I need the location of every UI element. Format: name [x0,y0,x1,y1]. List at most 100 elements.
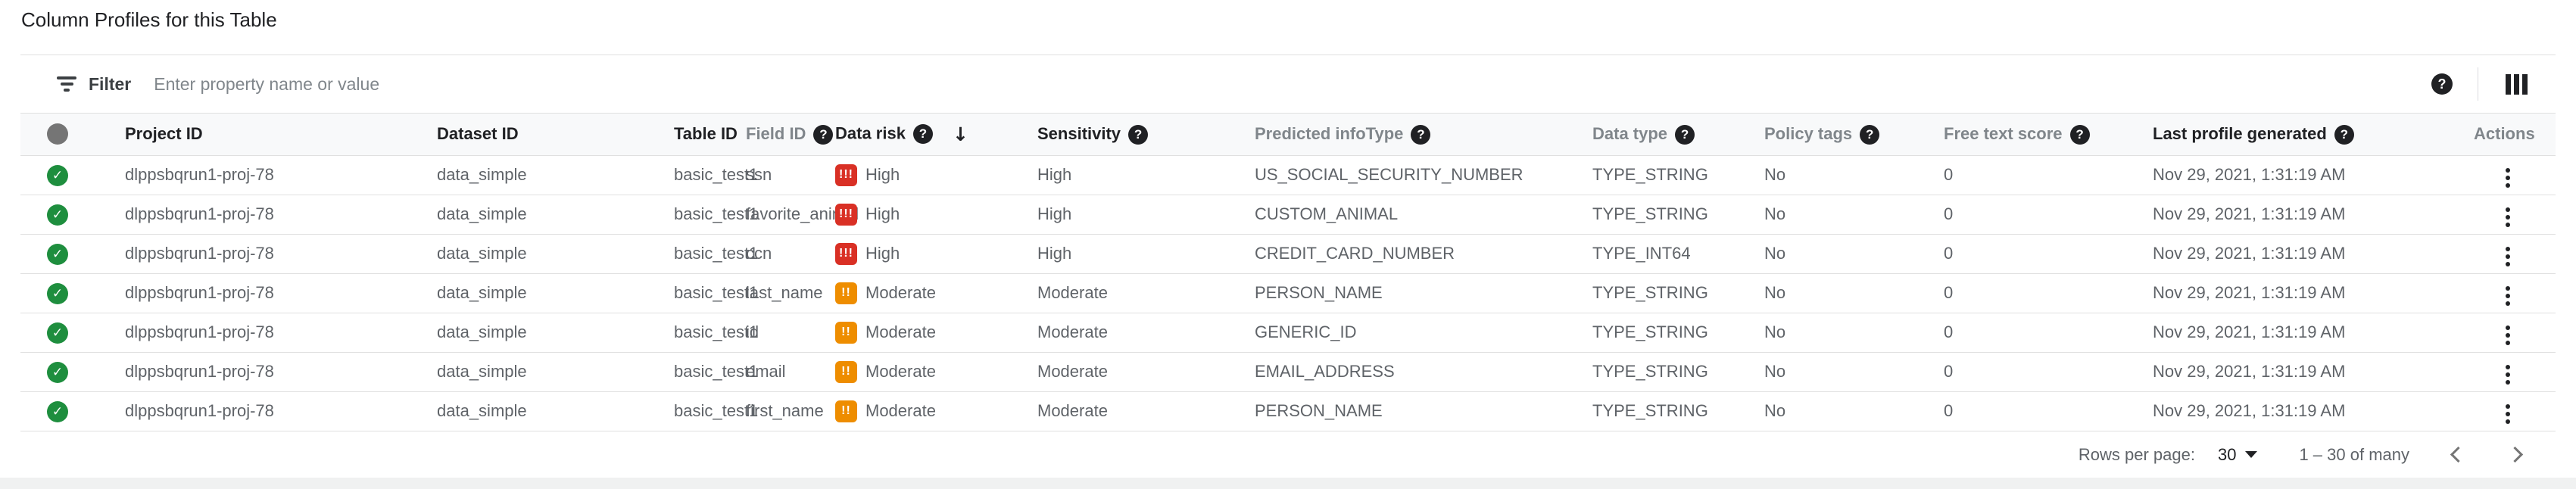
cell-policy-tags: No [1764,195,1944,235]
cell-table-id: basic_test1 [674,234,758,274]
col-header-free-text-score[interactable]: Free text score [1944,114,2153,156]
cell-last-profile-generated: Nov 29, 2021, 1:31:19 AM [2153,155,2474,195]
project-id-value: dlppsbqrun1-proj-78 [125,401,274,420]
help-icon[interactable] [1128,124,1149,145]
cell-dataset-id: data_simple [437,352,674,392]
table-row: dlppsbqrun1-proj-78 data_simple basic_te… [20,234,2556,274]
cell-dataset-id: data_simple [437,313,674,353]
help-icon[interactable] [1675,124,1695,145]
dataset-id-value: data_simple [437,244,527,263]
filter-input[interactable] [154,73,2431,95]
column-profiles-table: Project ID Dataset ID Table ID Field ID … [20,114,2556,431]
cell-free-text-score: 0 [1944,313,2153,353]
previous-page-button[interactable] [2450,446,2467,463]
col-header-project-id[interactable]: Project ID [125,114,437,156]
risk-level-icon: !!! [835,203,857,226]
table-id-value: basic_test1 [674,283,759,302]
row-actions-menu-button[interactable] [2506,215,2510,220]
success-check-icon [47,164,68,186]
field-id-value: email [746,362,786,381]
col-header-policy-tags[interactable]: Policy tags [1764,114,1944,156]
help-icon[interactable] [2334,124,2354,145]
sort-descending-icon[interactable] [953,123,968,145]
row-actions-menu-button[interactable] [2506,254,2510,259]
col-header-sensitivity[interactable]: Sensitivity [1037,114,1255,156]
cell-field-id: favorite_animal [746,195,859,235]
help-icon[interactable] [912,124,933,145]
sensitivity-value: Moderate [1037,322,1108,341]
cell-free-text-score: 0 [1944,234,2153,274]
row-actions-menu-button[interactable] [2506,333,2510,338]
rows-per-page-value: 30 [2217,444,2237,464]
cell-sensitivity: Moderate [1037,391,1255,431]
data-risk-value: Moderate [865,322,936,341]
cell-predicted-infotype: CREDIT_CARD_NUMBER [1255,234,1592,274]
free-text-score-value: 0 [1944,244,1954,263]
col-header-data-type[interactable]: Data type [1592,114,1764,156]
help-icon[interactable] [813,124,834,145]
table-body: dlppsbqrun1-proj-78 data_simple basic_te… [20,155,2556,431]
cell-policy-tags: No [1764,155,1944,195]
help-icon[interactable] [2069,124,2090,145]
cell-status [20,273,125,313]
col-header-dataset-id[interactable]: Dataset ID [437,114,674,156]
col-header-data-risk[interactable]: Data risk [835,114,1037,156]
dataset-id-value: data_simple [437,401,527,420]
cell-actions [2474,313,2556,353]
cell-project-id: dlppsbqrun1-proj-78 [125,391,437,431]
data-risk-value: Moderate [865,283,936,302]
rows-per-page-select[interactable]: 30 [2217,444,2258,465]
project-id-value: dlppsbqrun1-proj-78 [125,165,274,184]
cell-free-text-score: 0 [1944,352,2153,392]
risk-level-icon: !!! [835,242,857,265]
row-actions-menu-button[interactable] [2506,294,2510,298]
predicted-infotype-value: US_SOCIAL_SECURITY_NUMBER [1255,165,1523,184]
table-id-value: basic_test1 [674,401,759,420]
column-profiles-card: Filter Project ID Dataset ID Table ID Fi… [20,55,2556,478]
cell-policy-tags: No [1764,313,1944,353]
risk-level-icon: !! [835,360,857,383]
dataset-id-value: data_simple [437,362,527,381]
cell-actions [2474,155,2556,195]
dataset-id-value: data_simple [437,165,527,184]
filter-bar: Filter [20,55,2556,114]
col-header-predicted-infotype[interactable]: Predicted infoType [1255,114,1592,156]
cell-predicted-infotype: GENERIC_ID [1255,313,1592,353]
table-id-value: basic_test1 [674,244,759,263]
row-actions-menu-button[interactable] [2506,176,2510,180]
cell-last-profile-generated: Nov 29, 2021, 1:31:19 AM [2153,195,2474,235]
policy-tags-value: No [1764,401,1786,420]
cell-sensitivity: Moderate [1037,352,1255,392]
row-actions-menu-button[interactable] [2506,372,2510,377]
field-id-value: last_name [746,283,823,302]
free-text-score-value: 0 [1944,401,1954,420]
col-header-status [20,114,125,156]
filter-button[interactable]: Filter [57,74,131,95]
last-profile-generated-value: Nov 29, 2021, 1:31:19 AM [2153,322,2346,341]
dataset-id-value: data_simple [437,204,527,223]
page-title: Column Profiles for this Table [21,8,277,31]
predicted-infotype-value: EMAIL_ADDRESS [1255,362,1395,381]
next-page-button[interactable] [2506,446,2524,463]
cell-policy-tags: No [1764,352,1944,392]
row-actions-menu-button[interactable] [2506,412,2510,416]
page-background-strip [0,478,2576,489]
cell-actions [2474,234,2556,274]
help-icon[interactable] [2431,73,2453,95]
table-row: dlppsbqrun1-proj-78 data_simple basic_te… [20,313,2556,353]
predicted-infotype-value: CUSTOM_ANIMAL [1255,204,1399,223]
col-header-table-id[interactable]: Table ID [674,114,746,156]
column-display-options-icon[interactable] [2506,73,2528,95]
help-icon[interactable] [1411,124,1431,145]
cell-predicted-infotype: CUSTOM_ANIMAL [1255,195,1592,235]
help-icon[interactable] [1860,124,1880,145]
free-text-score-value: 0 [1944,165,1954,184]
risk-level-icon: !!! [835,164,857,186]
sensitivity-value: High [1037,165,1072,184]
last-profile-generated-value: Nov 29, 2021, 1:31:19 AM [2153,204,2346,223]
data-type-value: TYPE_STRING [1592,322,1708,341]
col-header-last-profile-generated[interactable]: Last profile generated [2153,114,2474,156]
data-risk-value: High [865,244,900,263]
col-header-field-id[interactable]: Field ID [746,114,835,156]
cell-data-risk: !! Moderate [835,391,1037,431]
